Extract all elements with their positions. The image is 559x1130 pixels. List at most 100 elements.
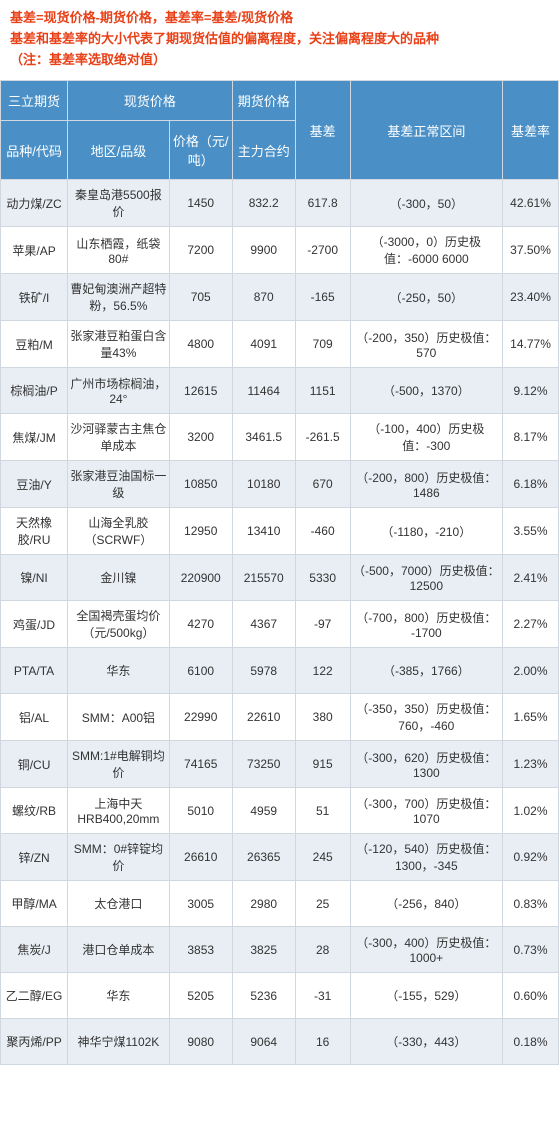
table-row: 苹果/AP山东栖霞，纸袋80#72009900-2700（-3000，0）历史极…	[1, 227, 559, 274]
cell-spot: 6100	[169, 648, 232, 694]
cell-rate: 6.18%	[503, 461, 559, 508]
cell-code: 乙二醇/EG	[1, 973, 68, 1019]
cell-fut: 22610	[232, 694, 295, 741]
cell-fut: 73250	[232, 741, 295, 788]
cell-range: （-385，1766）	[350, 648, 502, 694]
cell-basis: -2700	[295, 227, 350, 274]
cell-code: 聚丙烯/PP	[1, 1019, 68, 1065]
cell-code: 鸡蛋/JD	[1, 601, 68, 648]
hdr-range: 基差正常区间	[350, 81, 502, 180]
table-row: 铜/CUSMM:1#电解铜均价7416573250915（-300，620）历史…	[1, 741, 559, 788]
cell-spot: 3200	[169, 414, 232, 461]
cell-rate: 2.00%	[503, 648, 559, 694]
cell-basis: 25	[295, 881, 350, 927]
cell-region: 太仓港口	[68, 881, 170, 927]
cell-code: PTA/TA	[1, 648, 68, 694]
hdr-price: 价格（元/吨）	[169, 121, 232, 180]
cell-rate: 8.17%	[503, 414, 559, 461]
cell-region: 张家港豆油国标一级	[68, 461, 170, 508]
cell-rate: 1.65%	[503, 694, 559, 741]
cell-region: 华东	[68, 648, 170, 694]
cell-rate: 0.60%	[503, 973, 559, 1019]
note-line-2: 基差和基差率的大小代表了期现货估值的偏离程度，关注偏离程度大的品种	[10, 29, 549, 50]
table-row: 铁矿/I曹妃甸澳洲产超特粉，56.5%705870-165（-250，50）23…	[1, 274, 559, 321]
cell-region: 全国褐壳蛋均价（元/500kg）	[68, 601, 170, 648]
cell-range: （-250，50）	[350, 274, 502, 321]
table-row: 铝/ALSMM：A00铝2299022610380（-350，350）历史极值：…	[1, 694, 559, 741]
cell-rate: 1.02%	[503, 788, 559, 834]
table-row: 动力煤/ZC秦皇岛港5500报价1450832.2617.8（-300，50）4…	[1, 180, 559, 227]
cell-region: 神华宁煤1102K	[68, 1019, 170, 1065]
table-row: 镍/NI金川镍2209002155705330（-500，7000）历史极值：1…	[1, 555, 559, 601]
cell-fut: 4091	[232, 321, 295, 368]
cell-basis: 617.8	[295, 180, 350, 227]
cell-region: 金川镍	[68, 555, 170, 601]
cell-region: SMM:1#电解铜均价	[68, 741, 170, 788]
table-row: 棕榈油/P广州市场棕榈油，24°12615114641151（-500，1370…	[1, 368, 559, 414]
cell-basis: 5330	[295, 555, 350, 601]
cell-region: 港口仓单成本	[68, 927, 170, 973]
table-body: 动力煤/ZC秦皇岛港5500报价1450832.2617.8（-300，50）4…	[1, 180, 559, 1065]
hdr-brand: 三立期货	[1, 81, 68, 121]
cell-code: 焦炭/J	[1, 927, 68, 973]
cell-region: 上海中天HRB400,20mm	[68, 788, 170, 834]
table-row: 焦煤/JM沙河驿蒙古主焦仓单成本32003461.5-261.5（-100，40…	[1, 414, 559, 461]
cell-basis: 245	[295, 834, 350, 881]
cell-fut: 11464	[232, 368, 295, 414]
cell-code: 动力煤/ZC	[1, 180, 68, 227]
cell-code: 铝/AL	[1, 694, 68, 741]
cell-spot: 4270	[169, 601, 232, 648]
cell-spot: 7200	[169, 227, 232, 274]
cell-code: 豆粕/M	[1, 321, 68, 368]
cell-region: 曹妃甸澳洲产超特粉，56.5%	[68, 274, 170, 321]
cell-fut: 5236	[232, 973, 295, 1019]
cell-range: （-300，620）历史极值：1300	[350, 741, 502, 788]
cell-spot: 3005	[169, 881, 232, 927]
note-line-3: （注：基差率选取绝对值）	[10, 50, 549, 71]
cell-range: （-120，540）历史极值：1300，-345	[350, 834, 502, 881]
cell-rate: 42.61%	[503, 180, 559, 227]
cell-spot: 22990	[169, 694, 232, 741]
cell-range: （-200，800）历史极值：1486	[350, 461, 502, 508]
cell-code: 苹果/AP	[1, 227, 68, 274]
cell-basis: -460	[295, 508, 350, 555]
cell-rate: 37.50%	[503, 227, 559, 274]
cell-rate: 2.27%	[503, 601, 559, 648]
table-row: PTA/TA华东61005978122（-385，1766）2.00%	[1, 648, 559, 694]
cell-basis: -165	[295, 274, 350, 321]
cell-fut: 3461.5	[232, 414, 295, 461]
cell-rate: 2.41%	[503, 555, 559, 601]
cell-range: （-330，443）	[350, 1019, 502, 1065]
cell-range: （-100，400）历史极值：-300	[350, 414, 502, 461]
cell-basis: 380	[295, 694, 350, 741]
cell-range: （-300，400）历史极值：1000+	[350, 927, 502, 973]
cell-code: 天然橡胶/RU	[1, 508, 68, 555]
cell-range: （-300，700）历史极值：1070	[350, 788, 502, 834]
table-row: 焦炭/J港口仓单成本3853382528（-300，400）历史极值：1000+…	[1, 927, 559, 973]
cell-fut: 832.2	[232, 180, 295, 227]
cell-fut: 2980	[232, 881, 295, 927]
cell-fut: 26365	[232, 834, 295, 881]
cell-spot: 12615	[169, 368, 232, 414]
cell-basis: 122	[295, 648, 350, 694]
cell-region: 华东	[68, 973, 170, 1019]
cell-basis: 709	[295, 321, 350, 368]
cell-rate: 0.83%	[503, 881, 559, 927]
cell-region: 沙河驿蒙古主焦仓单成本	[68, 414, 170, 461]
hdr-contract: 主力合约	[232, 121, 295, 180]
cell-range: （-3000，0）历史极值：-6000 6000	[350, 227, 502, 274]
cell-rate: 14.77%	[503, 321, 559, 368]
cell-basis: 670	[295, 461, 350, 508]
hdr-code: 品种/代码	[1, 121, 68, 180]
cell-spot: 220900	[169, 555, 232, 601]
cell-spot: 5205	[169, 973, 232, 1019]
cell-range: （-300，50）	[350, 180, 502, 227]
table-head: 三立期货现货价格期货价格基差基差正常区间基差率品种/代码地区/品级价格（元/吨）…	[1, 81, 559, 180]
cell-fut: 215570	[232, 555, 295, 601]
cell-basis: 16	[295, 1019, 350, 1065]
cell-range: （-1180，-210）	[350, 508, 502, 555]
hdr-basis: 基差	[295, 81, 350, 180]
note-line-1: 基差=现货价格-期货价格，基差率=基差/现货价格	[10, 8, 549, 29]
cell-region: 张家港豆粕蛋白含量43%	[68, 321, 170, 368]
cell-fut: 13410	[232, 508, 295, 555]
